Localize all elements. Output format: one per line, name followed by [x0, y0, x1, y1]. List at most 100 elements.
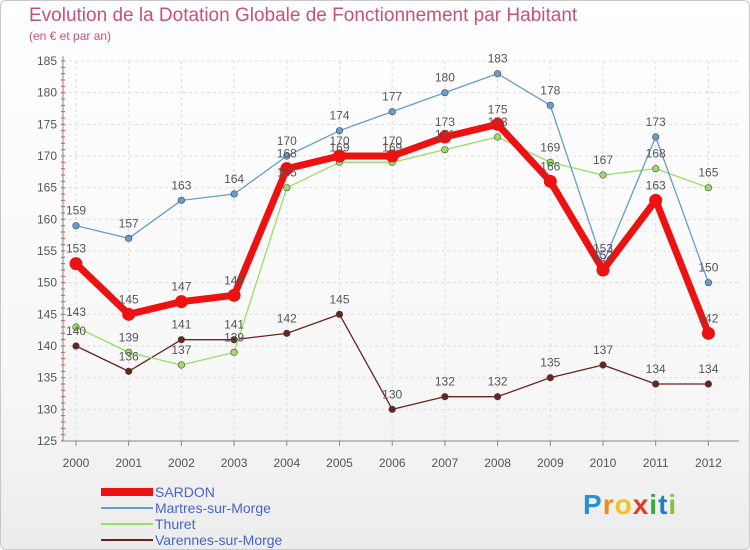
logo-letter: i	[649, 489, 659, 520]
x-tick-label: 2007	[432, 456, 459, 470]
data-point	[599, 361, 607, 369]
data-label: 135	[540, 356, 560, 370]
data-point	[280, 162, 294, 176]
data-label: 167	[593, 153, 613, 167]
data-label: 163	[171, 178, 191, 192]
data-label: 180	[435, 71, 455, 85]
data-point	[494, 393, 502, 401]
logo-letter: i	[668, 489, 678, 520]
data-point	[69, 257, 83, 271]
data-point	[599, 171, 607, 179]
grid-layer	[63, 60, 739, 442]
data-point	[125, 234, 133, 242]
data-point	[546, 101, 554, 109]
x-tick-label: 2003	[221, 456, 248, 470]
legend-label: Thuret	[155, 516, 196, 532]
data-point	[72, 342, 80, 350]
data-label: 165	[698, 166, 718, 180]
data-point	[177, 336, 185, 344]
data-point	[649, 193, 663, 207]
data-point	[546, 374, 554, 382]
data-point	[543, 174, 557, 188]
data-label: 142	[277, 311, 297, 325]
data-label: 141	[171, 318, 191, 332]
data-label: 183	[488, 52, 508, 66]
y-tick-label: 170	[37, 149, 57, 163]
data-label: 145	[329, 292, 349, 306]
data-label: 168	[646, 147, 666, 161]
data-label: 169	[329, 140, 349, 154]
data-point	[385, 149, 399, 163]
data-label: 147	[171, 280, 191, 294]
legend-label: Martres-sur-Morge	[155, 500, 271, 516]
data-label: 143	[66, 305, 86, 319]
data-point	[230, 336, 238, 344]
data-point	[125, 367, 133, 375]
data-point	[283, 184, 291, 192]
data-label: 153	[66, 242, 86, 256]
logo-letter: t	[658, 489, 669, 520]
y-tick-label: 175	[37, 117, 57, 131]
data-label: 177	[382, 90, 402, 104]
data-label: 157	[119, 216, 139, 230]
data-label: 134	[698, 362, 718, 376]
data-point	[652, 380, 660, 388]
data-label: 170	[329, 134, 349, 148]
data-point	[596, 263, 610, 277]
y-tick-label: 125	[37, 434, 57, 448]
y-tick-label: 135	[37, 371, 57, 385]
data-point	[704, 380, 713, 388]
y-tick-label: 130	[37, 402, 57, 416]
data-label: 132	[488, 375, 508, 389]
data-label: 137	[593, 343, 613, 357]
data-point	[227, 288, 241, 302]
logo-letter: P	[583, 489, 603, 520]
data-label: 169	[382, 140, 402, 154]
proxiti-logo: Proxiti	[583, 489, 677, 521]
x-tick-label: 2012	[695, 456, 722, 470]
data-point	[335, 310, 344, 318]
axis-layer: 125 130 135 140 145 150 155 160 165 170 175 180 185 2…	[37, 54, 739, 470]
data-point	[652, 133, 660, 141]
data-point	[494, 70, 502, 78]
data-label: 166	[540, 159, 560, 173]
data-label: 139	[119, 330, 139, 344]
x-tick-label: 2009	[537, 456, 564, 470]
logo-letter: x	[632, 489, 650, 520]
data-label: 137	[171, 343, 191, 357]
data-label: 150	[698, 261, 718, 275]
data-label: 169	[540, 140, 560, 154]
data-label: 141	[224, 318, 244, 332]
data-point	[388, 405, 396, 413]
y-tick-label: 140	[37, 339, 57, 353]
y-tick-label: 160	[37, 212, 57, 226]
data-label: 159	[66, 204, 86, 218]
x-tick-label: 2011	[643, 456, 669, 470]
chart-subtitle: (en € et par an)	[29, 29, 112, 43]
x-tick-label: 2000	[63, 456, 90, 470]
data-label: 134	[646, 362, 666, 376]
legend-swatch	[101, 539, 153, 541]
data-point	[230, 348, 238, 356]
data-point	[704, 279, 713, 287]
data-label: 164	[224, 172, 244, 186]
data-point	[230, 190, 238, 198]
data-point	[441, 146, 449, 154]
legend-label: SARDON	[155, 484, 215, 500]
x-tick-label: 2008	[484, 456, 511, 470]
data-point	[335, 127, 344, 135]
data-point	[72, 222, 80, 230]
data-point	[491, 117, 505, 131]
data-point	[701, 326, 715, 340]
data-label: 136	[119, 349, 139, 363]
x-tick-label: 2010	[590, 456, 617, 470]
data-label: 174	[329, 109, 349, 123]
data-point	[72, 323, 80, 331]
data-label: 170	[277, 134, 297, 148]
data-label: 148	[224, 273, 244, 287]
data-label: 142	[698, 311, 718, 325]
data-point	[494, 133, 502, 141]
series-layer	[69, 70, 715, 413]
